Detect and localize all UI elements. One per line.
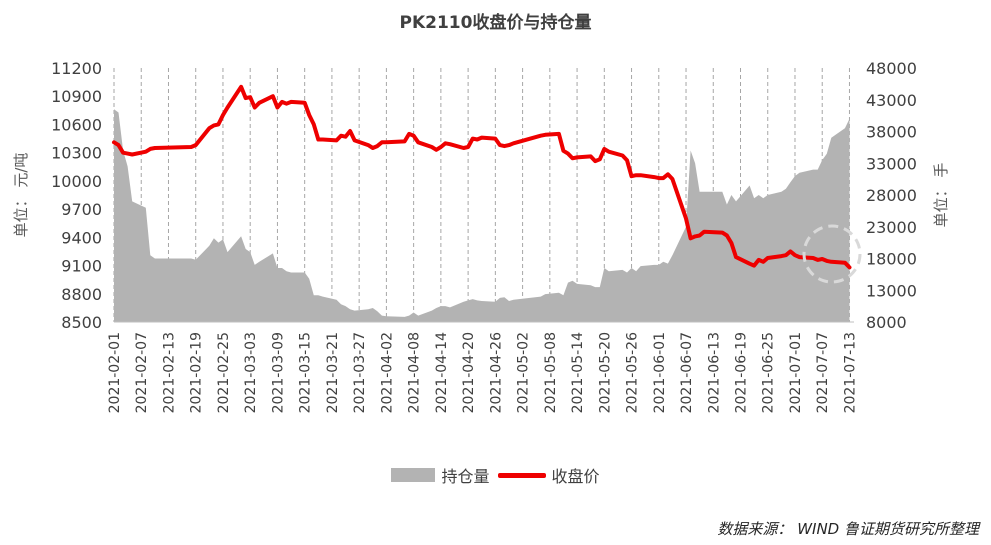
x-tick-label: 2021-06-07 xyxy=(679,332,695,413)
x-tick-label: 2021-03-27 xyxy=(352,332,368,413)
open-interest-area xyxy=(114,109,850,322)
x-tick-label: 2021-02-13 xyxy=(161,332,177,413)
legend: 持仓量 收盘价 xyxy=(0,463,991,487)
y-right-tick-label: 28000 xyxy=(866,186,917,205)
y-right-tick-label: 23000 xyxy=(866,218,917,237)
y-left-tick-label: 8500 xyxy=(61,313,102,332)
legend-swatch-line xyxy=(497,472,546,478)
x-tick-label: 2021-02-07 xyxy=(134,332,150,413)
x-tick-label: 2021-03-03 xyxy=(243,332,259,413)
legend-swatch-area xyxy=(391,468,436,482)
legend-label-close-price: 收盘价 xyxy=(551,467,600,486)
y-left-tick-label: 10900 xyxy=(51,87,102,106)
y-left-tick-label: 9100 xyxy=(61,257,102,276)
x-tick-label: 2021-05-20 xyxy=(597,332,613,413)
x-tick-label: 2021-04-14 xyxy=(434,332,450,413)
close-price-line xyxy=(112,84,852,270)
y-left-axis-label: 单位： 元/吨 xyxy=(12,153,30,238)
y-left-tick-label: 8800 xyxy=(61,285,102,304)
highlight-circle xyxy=(802,224,862,284)
x-tick-label: 2021-05-14 xyxy=(570,332,586,413)
y-right-tick-label: 8000 xyxy=(866,313,907,332)
x-tick-label: 2021-04-20 xyxy=(461,332,477,413)
y-left-tick-label: 9700 xyxy=(61,200,102,219)
y-right-tick-label: 48000 xyxy=(866,59,917,78)
x-tick-label: 2021-06-19 xyxy=(734,332,750,413)
x-tick-label: 2021-02-25 xyxy=(216,332,232,413)
x-tick-label: 2021-04-08 xyxy=(407,332,423,413)
y-left-tick-label: 10600 xyxy=(51,115,102,134)
y-left-tick-label: 10300 xyxy=(51,144,102,163)
legend-item-open-interest: 持仓量 xyxy=(391,463,490,487)
y-right-tick-label: 18000 xyxy=(866,250,917,269)
legend-label-open-interest: 持仓量 xyxy=(441,467,490,486)
x-tick-label: 2021-04-02 xyxy=(379,332,395,413)
y-right-axis-label: 单位： 手 xyxy=(932,163,950,228)
y-right-tick-label: 38000 xyxy=(866,123,917,142)
chart-title: PK2110收盘价与持仓量 xyxy=(399,13,592,33)
y-right-tick-label: 43000 xyxy=(866,91,917,110)
x-tick-label: 2021-06-25 xyxy=(761,332,777,413)
x-tick-label: 2021-05-26 xyxy=(625,332,641,413)
x-tick-label: 2021-03-21 xyxy=(325,332,341,413)
x-tick-label: 2021-04-26 xyxy=(488,332,504,413)
x-tick-label: 2021-07-07 xyxy=(815,332,831,413)
x-tick-label: 2021-05-08 xyxy=(543,332,559,413)
x-tick-label: 2021-07-01 xyxy=(788,332,804,413)
x-tick-label: 2021-03-15 xyxy=(298,332,314,413)
x-tick-label: 2021-05-02 xyxy=(516,332,532,413)
x-tick-label: 2021-07-13 xyxy=(842,332,858,413)
y-right-tick-label: 33000 xyxy=(866,154,917,173)
x-tick-label: 2021-06-13 xyxy=(706,332,722,413)
x-tick-label: 2021-02-01 xyxy=(107,332,123,413)
y-left-tick-label: 9400 xyxy=(61,228,102,247)
y-left-tick-label: 11200 xyxy=(51,59,102,78)
data-source-note: 数据来源： WIND 鲁证期货研究所整理 xyxy=(717,520,979,538)
y-left-tick-label: 10000 xyxy=(51,172,102,191)
x-tick-label: 2021-06-01 xyxy=(652,332,668,413)
x-tick-label: 2021-02-19 xyxy=(189,332,205,413)
legend-item-close-price: 收盘价 xyxy=(497,463,600,487)
y-right-tick-label: 13000 xyxy=(866,281,917,300)
x-tick-label: 2021-03-09 xyxy=(270,332,286,413)
